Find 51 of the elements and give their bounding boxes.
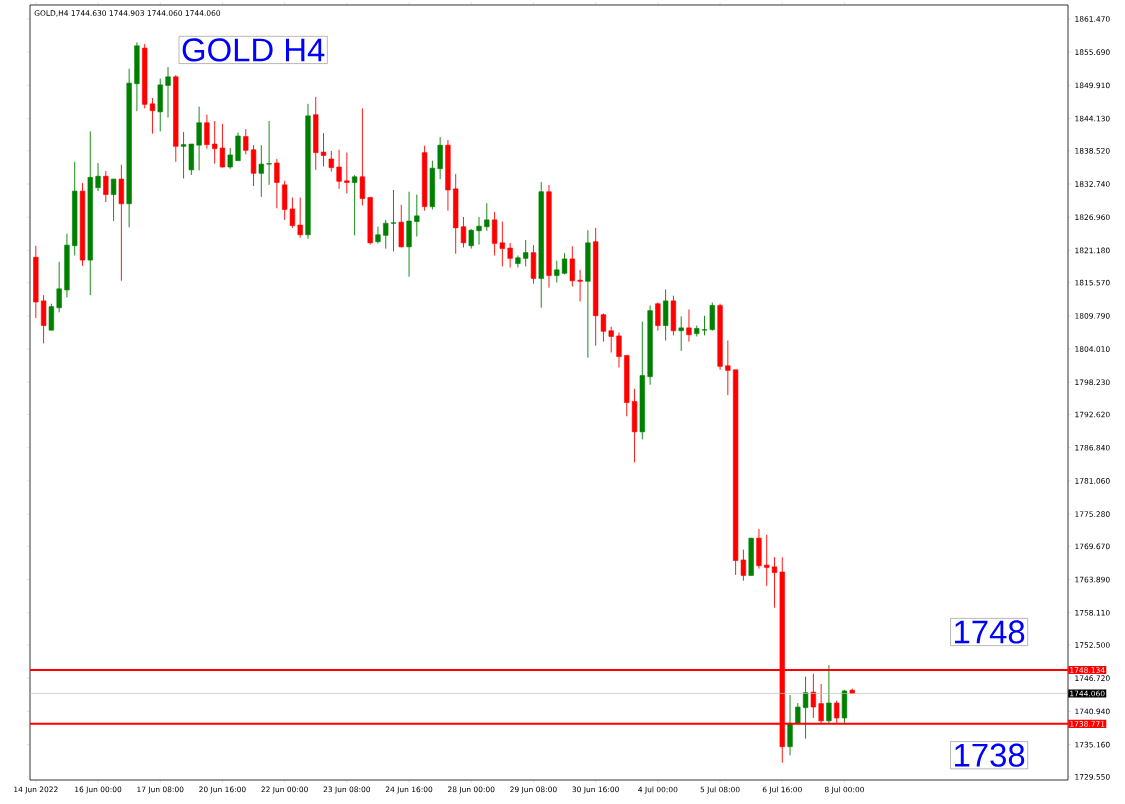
candlestick (476, 216, 482, 246)
candlestick (266, 120, 272, 186)
annotation: 1748 (955, 620, 1025, 644)
candlestick (297, 197, 303, 239)
candlestick (204, 114, 210, 150)
candlestick (196, 106, 202, 171)
candlestick (608, 326, 614, 354)
candlestick (375, 226, 381, 244)
candlestick (110, 178, 117, 222)
candlestick (390, 189, 397, 252)
candlestick (103, 170, 109, 203)
candlestick (515, 255, 521, 268)
annotation: 1738 (955, 743, 1025, 767)
candlestick (523, 239, 529, 267)
candlestick (320, 132, 327, 167)
candlestick (468, 228, 474, 250)
candlestick (274, 158, 280, 209)
candlestick (787, 694, 793, 756)
candlestick (227, 147, 233, 170)
candlestick (336, 149, 342, 190)
candlestick (764, 534, 770, 587)
candlestick (243, 128, 249, 155)
candlestick (771, 556, 778, 609)
candlestick (56, 261, 62, 313)
candlestick (686, 309, 692, 343)
candlestick (484, 202, 490, 232)
candlestick (351, 174, 358, 236)
candlestick (725, 340, 731, 396)
candlestick (383, 219, 389, 250)
candlestick (414, 194, 420, 237)
candlestick (328, 150, 334, 173)
annotation: GOLD H4 (182, 38, 325, 62)
candlestick (678, 315, 684, 352)
candlestick (616, 332, 622, 368)
candlestick (437, 136, 443, 180)
candlestick (95, 162, 101, 192)
candlestick (258, 144, 264, 198)
candlestick (554, 260, 560, 283)
candlestick (250, 144, 257, 187)
candlestick (810, 673, 816, 719)
candlestick (569, 245, 575, 287)
candlestick (701, 315, 708, 336)
candlestick (344, 152, 350, 194)
candlestick (48, 303, 55, 332)
candlestick (802, 676, 809, 740)
candlestick (826, 664, 832, 725)
candlestick (655, 302, 661, 332)
candlestick (507, 242, 513, 268)
candlestick (359, 107, 366, 206)
candlestick (165, 66, 171, 119)
candlestick (577, 269, 583, 302)
